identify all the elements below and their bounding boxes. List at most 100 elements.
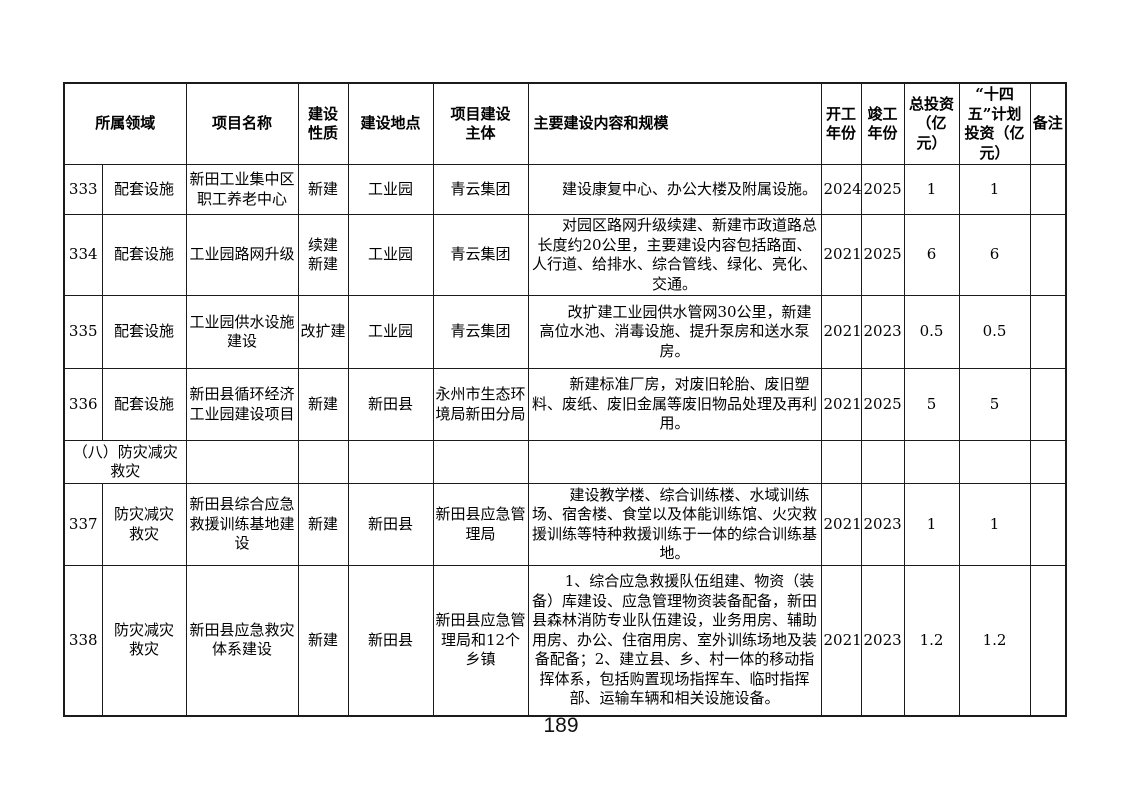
cell-note	[1029, 565, 1067, 716]
table-row: 333 配套设施 新田工业集中区职工养老中心 新建 工业园 青云集团 建设康复中…	[63, 164, 1067, 215]
table-row: 334 配套设施 工业园路网升级 续建 新建 工业园 青云集团 对园区路网升级续…	[63, 214, 1067, 296]
cell-total-investment: 1	[903, 483, 960, 566]
cell-empty	[297, 440, 349, 484]
cell-start-year: 2021	[820, 368, 862, 441]
cell-content: 新建标准厂房，对废旧轮胎、废旧塑料、废纸、废旧金属等废旧物品处理及再利用。	[527, 368, 822, 441]
cell-total-investment: 1.2	[903, 565, 960, 716]
cell-start-year: 2021	[820, 214, 862, 296]
cell-note	[1029, 483, 1067, 566]
cell-entity: 新田县应急管理局	[432, 483, 529, 566]
cell-row-number: 336	[63, 368, 103, 441]
cell-plan-investment: 0.5	[958, 295, 1031, 369]
table-row: 337 防灾减灾 救灾 新田县综合应急救援训练基地建设 新建 新田县 新田县应急…	[63, 483, 1067, 566]
cell-empty	[958, 440, 1031, 484]
header-field: 所属领域	[63, 82, 187, 165]
cell-empty	[527, 440, 822, 484]
cell-content: 建设康复中心、办公大楼及附属设施。	[527, 164, 822, 215]
cell-nature: 新建	[297, 565, 349, 716]
cell-end-year: 2023	[860, 295, 905, 369]
cell-field: 防灾减灾 救灾	[101, 483, 187, 566]
cell-location: 新田县	[347, 565, 434, 716]
cell-empty	[347, 440, 434, 484]
cell-start-year: 2021	[820, 565, 862, 716]
cell-plan-investment: 1	[958, 164, 1031, 215]
cell-plan-investment: 1.2	[958, 565, 1031, 716]
header-content: 主要建设内容和规模	[527, 82, 822, 165]
cell-nature: 新建	[297, 368, 349, 441]
cell-nature: 续建 新建	[297, 214, 349, 296]
cell-end-year: 2025	[860, 214, 905, 296]
cell-project-name: 工业园供水设施建设	[185, 295, 299, 369]
header-nature: 建设 性质	[297, 82, 349, 165]
cell-end-year: 2025	[860, 368, 905, 441]
section-header: （八）防灾减灾救灾	[63, 440, 187, 484]
cell-nature: 新建	[297, 483, 349, 566]
cell-plan-investment: 6	[958, 214, 1031, 296]
cell-plan-investment: 1	[958, 483, 1031, 566]
cell-empty	[860, 440, 905, 484]
header-start-year: 开工 年份	[820, 82, 862, 165]
cell-empty	[1029, 440, 1067, 484]
cell-entity: 永州市生态环境局新田分局	[432, 368, 529, 441]
cell-entity: 新田县应急管理局和12个乡镇	[432, 565, 529, 716]
cell-project-name: 工业园路网升级	[185, 214, 299, 296]
cell-nature: 改扩建	[297, 295, 349, 369]
cell-empty	[903, 440, 960, 484]
cell-content: 改扩建工业园供水管网30公里，新建高位水池、消毒设施、提升泵房和送水泵房。	[527, 295, 822, 369]
cell-field: 配套设施	[101, 295, 187, 369]
cell-plan-investment: 5	[958, 368, 1031, 441]
header-plan-investment: “十四五”计划投资（亿元）	[958, 82, 1031, 165]
cell-location: 新田县	[347, 483, 434, 566]
section-header-row: （八）防灾减灾救灾	[63, 440, 1067, 484]
cell-end-year: 2023	[860, 565, 905, 716]
table-row: 335 配套设施 工业园供水设施建设 改扩建 工业园 青云集团 改扩建工业园供水…	[63, 295, 1067, 369]
header-location: 建设地点	[347, 82, 434, 165]
project-table: 所属领域 项目名称 建设 性质 建设地点 项目建设 主体 主要建设内容和规模 开…	[63, 82, 1068, 717]
cell-row-number: 337	[63, 483, 103, 566]
cell-field: 配套设施	[101, 214, 187, 296]
cell-end-year: 2025	[860, 164, 905, 215]
cell-note	[1029, 164, 1067, 215]
cell-entity: 青云集团	[432, 214, 529, 296]
cell-field: 配套设施	[101, 164, 187, 215]
table-row: 336 配套设施 新田县循环经济工业园建设项目 新建 新田县 永州市生态环境局新…	[63, 368, 1067, 441]
cell-project-name: 新田县综合应急救援训练基地建设	[185, 483, 299, 566]
cell-empty	[820, 440, 862, 484]
cell-start-year: 2024	[820, 164, 862, 215]
cell-project-name: 新田县应急救灾体系建设	[185, 565, 299, 716]
cell-content: 1、综合应急救援队伍组建、物资（装备）库建设、应急管理物资装备配备，新田县森林消…	[527, 565, 822, 716]
cell-empty	[432, 440, 529, 484]
header-total-investment: 总投资 （亿 元）	[903, 82, 960, 165]
cell-note	[1029, 214, 1067, 296]
cell-note	[1029, 295, 1067, 369]
cell-content: 对园区路网升级续建、新建市政道路总长度约20公里，主要建设内容包括路面、人行道、…	[527, 214, 822, 296]
cell-empty	[185, 440, 299, 484]
cell-location: 工业园	[347, 295, 434, 369]
cell-location: 工业园	[347, 164, 434, 215]
cell-start-year: 2021	[820, 295, 862, 369]
cell-field: 防灾减灾 救灾	[101, 565, 187, 716]
page-number: 189	[543, 714, 579, 737]
cell-project-name: 新田县循环经济工业园建设项目	[185, 368, 299, 441]
cell-nature: 新建	[297, 164, 349, 215]
cell-location: 工业园	[347, 214, 434, 296]
cell-row-number: 334	[63, 214, 103, 296]
header-note: 备注	[1029, 82, 1067, 165]
cell-project-name: 新田工业集中区职工养老中心	[185, 164, 299, 215]
cell-start-year: 2021	[820, 483, 862, 566]
cell-total-investment: 1	[903, 164, 960, 215]
cell-entity: 青云集团	[432, 164, 529, 215]
cell-location: 新田县	[347, 368, 434, 441]
cell-row-number: 335	[63, 295, 103, 369]
table-row: 338 防灾减灾 救灾 新田县应急救灾体系建设 新建 新田县 新田县应急管理局和…	[63, 565, 1067, 716]
header-end-year: 竣工 年份	[860, 82, 905, 165]
cell-total-investment: 6	[903, 214, 960, 296]
cell-row-number: 333	[63, 164, 103, 215]
cell-end-year: 2023	[860, 483, 905, 566]
cell-note	[1029, 368, 1067, 441]
header-project-name: 项目名称	[185, 82, 299, 165]
cell-row-number: 338	[63, 565, 103, 716]
cell-total-investment: 0.5	[903, 295, 960, 369]
cell-total-investment: 5	[903, 368, 960, 441]
